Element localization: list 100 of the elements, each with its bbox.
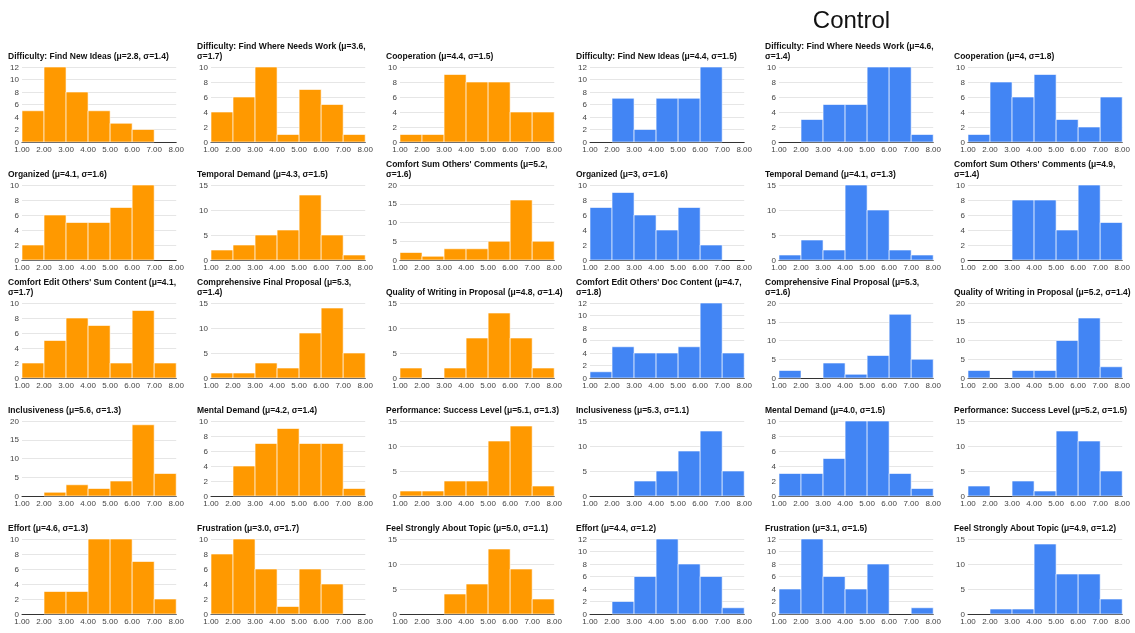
x-tick-label: 7.00 (1092, 380, 1109, 390)
chart-title: Organized (μ=3, σ=1.6) (575, 168, 669, 179)
chart-title: Performance: Success Level (μ=5.2, σ=1.5) (953, 404, 1129, 415)
y-tick-label: 0 (14, 373, 20, 383)
chart-title: Feel Strongly About Topic (μ=4.9, σ=1.2) (953, 522, 1118, 533)
x-tick-label: 1.00 (203, 380, 220, 390)
x-tick-label: 7.00 (903, 262, 920, 272)
x-tick-label: 5.00 (480, 498, 497, 508)
y-tick-label: 20 (956, 298, 966, 308)
x-tick-label: 5.00 (859, 262, 876, 272)
y-tick-label: 10 (10, 454, 20, 463)
x-tick-label: 1.00 (960, 380, 977, 390)
y-tick-label: 0 (392, 491, 398, 501)
x-tick-label: 4.00 (458, 498, 475, 508)
y-tick-label: 15 (388, 534, 398, 544)
y-tick-label: 0 (203, 255, 209, 265)
chart-title: Mental Demand (μ=4.0, σ=1.5) (764, 404, 887, 415)
x-tick-label: 3.00 (1004, 616, 1021, 626)
x-tick-label: 2.00 (982, 616, 999, 626)
y-tick-label: 10 (388, 323, 398, 333)
y-tick-label: 6 (771, 572, 777, 581)
x-tick-label: 2.00 (604, 262, 621, 272)
x-tick-label: 8.00 (546, 616, 563, 626)
y-tick-label: 0 (392, 609, 398, 619)
x-tick-label: 3.00 (58, 262, 75, 272)
x-tick-label: 3.00 (815, 262, 832, 272)
y-tick-label: 15 (388, 199, 398, 209)
y-tick-label: 8 (203, 77, 209, 87)
x-tick-label: 4.00 (269, 498, 286, 508)
x-tick-label: 8.00 (168, 498, 185, 508)
x-tick-label: 4.00 (80, 262, 97, 272)
x-tick-label: 5.00 (102, 380, 119, 390)
x-tick-label: 3.00 (815, 498, 832, 508)
x-tick-label: 5.00 (291, 498, 308, 508)
x-tick-label: 5.00 (291, 616, 308, 626)
y-tick-label: 0 (582, 255, 588, 265)
y-tick-label: 15 (199, 180, 209, 190)
y-tick-label: 0 (960, 137, 966, 147)
x-tick-label: 6.00 (502, 380, 519, 390)
x-tick-label: 4.00 (837, 498, 854, 508)
x-tick-label: 6.00 (881, 498, 898, 508)
chart-title: Comfort Sum Others' Comments (μ=4.9, σ=1.4) (953, 158, 1117, 179)
x-tick-label: 4.00 (648, 498, 665, 508)
y-tick-label: 2 (392, 122, 398, 132)
x-tick-label: 2.00 (36, 144, 53, 154)
x-tick-label: 8.00 (736, 616, 753, 626)
x-tick-label: 5.00 (291, 380, 308, 390)
x-tick-label: 6.00 (881, 262, 898, 272)
y-tick-label: 4 (14, 579, 20, 589)
x-tick-label: 7.00 (335, 262, 352, 272)
y-tick-label: 2 (582, 361, 588, 370)
x-tick-label: 7.00 (146, 498, 163, 508)
y-tick-label: 10 (199, 205, 209, 215)
y-tick-label: 5 (14, 472, 20, 482)
y-tick-label: 12 (578, 298, 588, 308)
chart-title: Comfort Sum Others' Comments (μ=5.2, σ=1.6) (385, 158, 549, 179)
x-tick-label: 8.00 (1114, 498, 1131, 508)
x-tick-label: 7.00 (714, 144, 731, 154)
x-tick-label: 2.00 (793, 262, 810, 272)
y-tick-label: 4 (771, 584, 777, 594)
y-tick-label: 10 (767, 547, 777, 556)
y-tick-label: 4 (582, 348, 588, 358)
y-tick-label: 10 (956, 180, 966, 190)
y-tick-label: 0 (582, 609, 588, 619)
y-tick-label: 6 (203, 564, 209, 574)
y-tick-label: 4 (582, 112, 588, 122)
chart-title: Cooperation (μ=4, σ=1.8) (953, 50, 1056, 61)
x-tick-label: 6.00 (502, 262, 519, 272)
y-tick-label: 15 (956, 317, 966, 327)
x-tick-label: 3.00 (815, 616, 832, 626)
y-tick-label: 4 (392, 107, 398, 117)
x-tick-label: 5.00 (102, 616, 119, 626)
x-tick-label: 5.00 (670, 498, 687, 508)
x-tick-label: 7.00 (524, 380, 541, 390)
x-tick-label: 8.00 (736, 380, 753, 390)
x-tick-label: 4.00 (80, 380, 97, 390)
x-tick-label: 5.00 (859, 616, 876, 626)
y-tick-label: 5 (203, 348, 209, 358)
y-tick-label: 0 (960, 491, 966, 501)
y-tick-label: 2 (14, 240, 20, 250)
x-tick-label: 3.00 (626, 498, 643, 508)
y-tick-label: 0 (203, 137, 209, 147)
x-tick-label: 4.00 (458, 616, 475, 626)
y-tick-label: 0 (582, 137, 588, 147)
y-tick-label: 0 (203, 373, 209, 383)
chart-title: Inclusiveness (μ=5.6, σ=1.3) (7, 404, 123, 415)
y-tick-label: 6 (14, 100, 20, 109)
y-tick-label: 12 (10, 62, 20, 72)
y-tick-label: 6 (960, 210, 966, 220)
chart-title: Feel Strongly About Topic (μ=5.0, σ=1.1) (385, 522, 550, 533)
x-tick-label: 3.00 (247, 262, 264, 272)
y-tick-label: 8 (771, 559, 777, 569)
y-tick-label: 0 (771, 609, 777, 619)
x-tick-label: 8.00 (736, 262, 753, 272)
y-tick-label: 10 (767, 62, 777, 72)
y-tick-label: 10 (10, 75, 20, 84)
y-tick-label: 10 (578, 441, 588, 451)
x-tick-label: 3.00 (626, 144, 643, 154)
x-tick-label: 5.00 (480, 262, 497, 272)
y-tick-label: 2 (582, 125, 588, 134)
